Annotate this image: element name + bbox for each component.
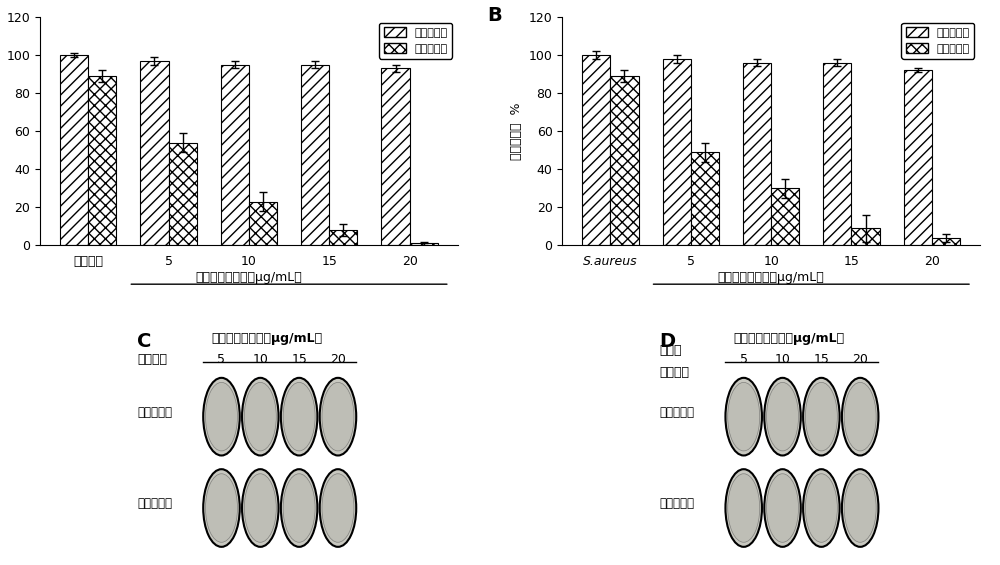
Text: 20: 20 <box>852 353 868 366</box>
Ellipse shape <box>803 378 840 455</box>
Text: 葡萄球菌: 葡萄球菌 <box>659 367 689 380</box>
Text: 10: 10 <box>775 353 790 366</box>
Ellipse shape <box>767 474 799 542</box>
Text: 15: 15 <box>291 353 307 366</box>
Ellipse shape <box>203 469 240 547</box>
Ellipse shape <box>281 378 317 455</box>
Ellipse shape <box>803 469 840 547</box>
Ellipse shape <box>322 383 354 451</box>
Ellipse shape <box>283 383 315 451</box>
Y-axis label: 细菌存活率  %: 细菌存活率 % <box>510 102 523 160</box>
Text: 5: 5 <box>217 353 225 366</box>
Ellipse shape <box>805 474 837 542</box>
Text: 无过氧化氢: 无过氧化氢 <box>137 406 172 419</box>
Ellipse shape <box>844 383 876 451</box>
Ellipse shape <box>842 378 878 455</box>
Text: 无过氧化氢: 无过氧化氢 <box>659 406 694 419</box>
Legend: 无过氧化氢, 有过氧化氢: 无过氧化氢, 有过氧化氢 <box>379 23 452 59</box>
Text: B: B <box>487 6 502 24</box>
X-axis label: 水化鹭铂复合体（μg/mL）: 水化鹭铂复合体（μg/mL） <box>718 271 824 284</box>
Bar <box>249 202 277 245</box>
Ellipse shape <box>844 474 876 542</box>
Bar <box>169 142 197 245</box>
Bar <box>771 188 799 245</box>
Bar <box>663 59 691 245</box>
Text: 大肠杆菌: 大肠杆菌 <box>137 353 167 366</box>
Text: 水化鹭铂复合体（μg/mL）: 水化鹭铂复合体（μg/mL） <box>734 332 845 345</box>
Bar <box>301 64 329 245</box>
Ellipse shape <box>764 469 801 547</box>
Text: 5: 5 <box>740 353 748 366</box>
Ellipse shape <box>283 474 315 542</box>
Text: 20: 20 <box>330 353 346 366</box>
Ellipse shape <box>805 383 837 451</box>
Bar <box>410 244 438 245</box>
Bar <box>610 76 639 245</box>
Text: 有过氧化氢: 有过氧化氢 <box>659 497 694 510</box>
Bar <box>582 55 610 245</box>
Bar <box>381 68 410 245</box>
Ellipse shape <box>205 383 237 451</box>
Bar <box>140 60 169 245</box>
Text: 10: 10 <box>252 353 268 366</box>
Ellipse shape <box>764 378 801 455</box>
Text: 15: 15 <box>813 353 829 366</box>
Ellipse shape <box>244 383 276 451</box>
Bar <box>60 55 88 245</box>
Text: 金黄色: 金黄色 <box>659 344 682 357</box>
Bar <box>88 76 116 245</box>
Bar <box>932 238 960 245</box>
Ellipse shape <box>281 469 317 547</box>
Bar <box>823 63 851 245</box>
Bar <box>904 70 932 245</box>
X-axis label: 水化鹭铂复合体（μg/mL）: 水化鹭铂复合体（μg/mL） <box>196 271 302 284</box>
Ellipse shape <box>728 474 760 542</box>
Ellipse shape <box>205 474 237 542</box>
Ellipse shape <box>322 474 354 542</box>
Ellipse shape <box>242 469 279 547</box>
Bar <box>743 63 771 245</box>
Ellipse shape <box>728 383 760 451</box>
Bar <box>851 228 880 245</box>
Ellipse shape <box>725 469 762 547</box>
Text: 水化鹭铂复合体（μg/mL）: 水化鹭铂复合体（μg/mL） <box>212 332 323 345</box>
Ellipse shape <box>767 383 799 451</box>
Text: D: D <box>659 332 675 351</box>
Ellipse shape <box>244 474 276 542</box>
Bar <box>329 230 357 245</box>
Ellipse shape <box>320 469 356 547</box>
Ellipse shape <box>203 378 240 455</box>
Ellipse shape <box>320 378 356 455</box>
Text: 有过氧化氢: 有过氧化氢 <box>137 497 172 510</box>
Bar <box>691 152 719 245</box>
Ellipse shape <box>725 378 762 455</box>
Text: C: C <box>137 332 151 351</box>
Legend: 无过氧化氢, 有过氧化氢: 无过氧化氢, 有过氧化氢 <box>901 23 974 59</box>
Ellipse shape <box>242 378 279 455</box>
Ellipse shape <box>842 469 878 547</box>
Bar <box>221 64 249 245</box>
